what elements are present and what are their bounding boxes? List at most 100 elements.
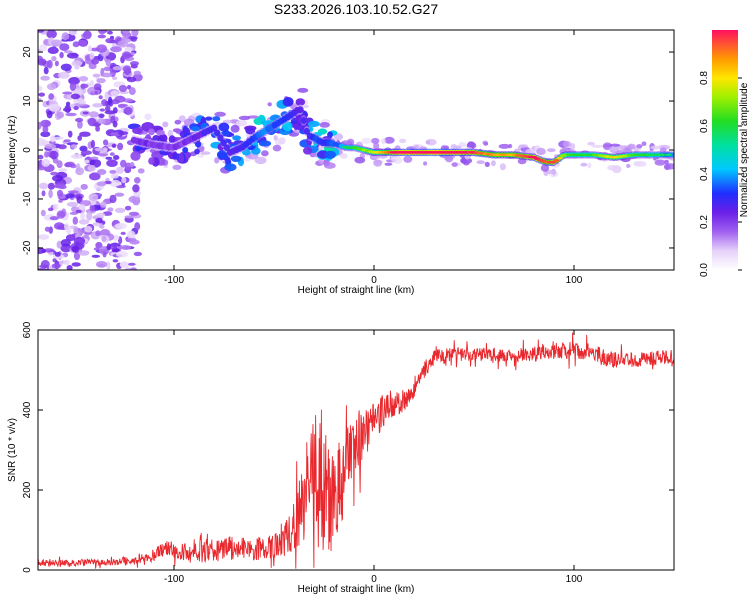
noise-speckle: [92, 103, 103, 108]
noise-speckle: [38, 267, 48, 270]
spectrogram-y-tick-label: -10: [22, 191, 33, 206]
noise-speckle: [66, 265, 73, 270]
noise-speckle: [110, 90, 119, 97]
colorbar-tick-label: 0.6: [699, 119, 710, 133]
spectrogram-heatmap: [38, 30, 674, 270]
noise-speckle: [121, 30, 131, 34]
noise-speckle: [75, 209, 82, 214]
noise-speckle: [56, 189, 64, 197]
noise-speckle: [66, 92, 73, 101]
colorbar-tick-label: 0.2: [699, 215, 710, 229]
noise-speckle: [121, 177, 127, 184]
noise-speckle: [78, 250, 90, 256]
noise-speckle: [106, 261, 111, 270]
noise-speckle: [261, 150, 269, 157]
noise-speckle: [61, 32, 70, 41]
colorbar-tick-label: 0.4: [699, 167, 710, 181]
noise-speckle: [83, 30, 92, 40]
noise-speckle: [97, 118, 106, 125]
ridge-blob: [224, 163, 237, 172]
noise-speckle: [56, 210, 65, 219]
ridge-blob: [245, 126, 256, 135]
noise-speckle: [92, 73, 101, 78]
snr-x-tick-label: -100: [164, 574, 184, 585]
noise-speckle: [273, 135, 278, 141]
noise-speckle: [63, 259, 70, 266]
noise-speckle: [381, 138, 386, 145]
noise-speckle: [84, 159, 90, 164]
noise-speckle: [58, 71, 70, 79]
ridge-segment: [217, 134, 224, 142]
noise-speckle: [483, 142, 489, 146]
ridge-blob: [168, 135, 176, 144]
snr-x-tick-label: 100: [566, 574, 583, 585]
noise-speckle: [77, 99, 87, 105]
noise-speckle: [354, 156, 366, 164]
noise-speckle: [297, 87, 309, 93]
noise-speckle: [70, 93, 81, 100]
noise-speckle: [65, 161, 75, 167]
noise-speckle: [79, 145, 88, 152]
noise-speckle: [339, 153, 348, 159]
noise-speckle: [580, 162, 588, 167]
noise-speckle: [111, 143, 117, 148]
noise-speckle: [272, 144, 282, 152]
noise-speckle: [126, 76, 137, 83]
noise-speckle: [38, 55, 44, 64]
noise-speckle: [113, 155, 120, 160]
noise-speckle: [73, 236, 86, 246]
noise-speckle: [70, 154, 83, 159]
noise-speckle: [69, 211, 79, 215]
noise-speckle: [39, 44, 47, 52]
noise-speckle: [108, 96, 113, 106]
noise-speckle: [122, 65, 132, 73]
ridge-blob: [282, 96, 294, 107]
noise-speckle: [399, 138, 407, 144]
noise-speckle: [101, 72, 113, 78]
noise-speckle: [126, 238, 137, 242]
snr-y-tick-label: 0: [22, 567, 33, 573]
noise-speckle: [48, 103, 61, 112]
noise-speckle: [88, 111, 99, 118]
noise-speckle: [78, 219, 90, 225]
noise-speckle: [38, 30, 44, 33]
noise-speckle: [90, 156, 99, 160]
colorbar-tick-label: 0.0: [699, 263, 710, 277]
ridge-segment: [553, 159, 560, 162]
noise-speckle: [79, 131, 91, 137]
noise-speckle: [38, 154, 44, 160]
noise-speckle: [96, 78, 106, 84]
noise-speckle: [54, 183, 66, 189]
noise-speckle: [47, 182, 56, 190]
noise-speckle: [508, 143, 513, 149]
noise-speckle: [41, 190, 46, 197]
ridge-segment: [223, 144, 230, 152]
noise-speckle: [95, 241, 103, 249]
snr-series-line: [38, 332, 674, 569]
noise-speckle: [451, 162, 458, 168]
spectrogram-x-tick-label: 100: [566, 275, 583, 286]
noise-speckle: [361, 137, 372, 144]
noise-speckle: [117, 40, 129, 48]
noise-speckle: [93, 83, 102, 91]
noise-speckle: [101, 235, 107, 242]
noise-speckle: [174, 119, 182, 125]
noise-speckle: [59, 43, 70, 51]
noise-speckle: [59, 51, 64, 59]
noise-speckle: [95, 125, 100, 132]
noise-speckle: [58, 144, 67, 150]
noise-speckle: [97, 169, 107, 175]
noise-speckle: [130, 36, 137, 42]
noise-speckle: [98, 95, 103, 100]
noise-speckle: [134, 177, 141, 184]
noise-speckle: [78, 204, 86, 211]
noise-speckle: [60, 63, 72, 71]
noise-speckle: [96, 44, 107, 53]
noise-speckle: [123, 98, 134, 103]
noise-speckle: [134, 222, 141, 231]
noise-speckle: [93, 222, 101, 227]
noise-speckle: [38, 121, 42, 130]
noise-speckle: [60, 243, 72, 253]
noise-speckle: [105, 156, 113, 160]
